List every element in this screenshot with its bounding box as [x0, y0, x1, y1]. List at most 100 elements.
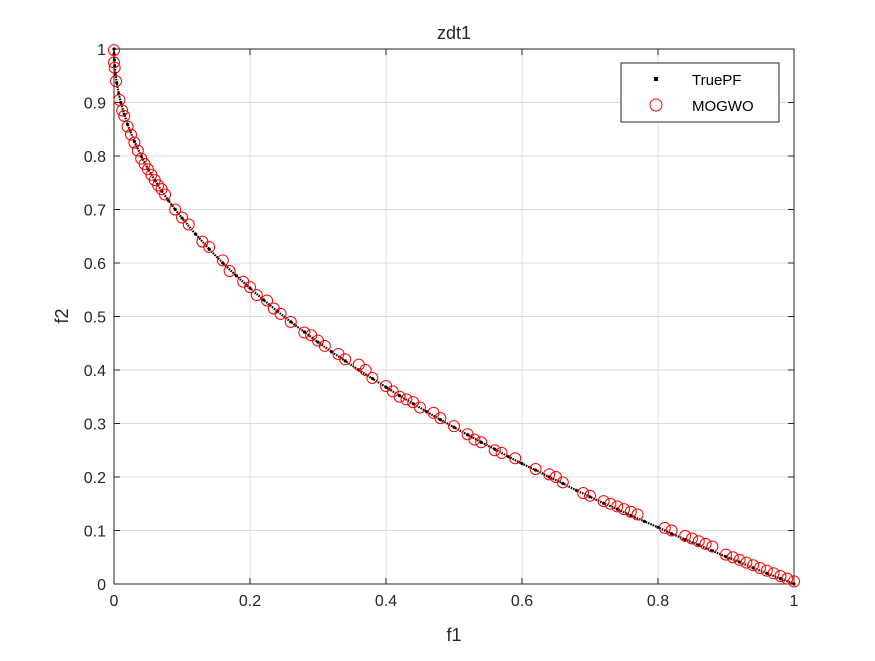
- mogwo-point: [203, 240, 216, 253]
- x-ticks: 0 0.2 0.4 0.6 0.8 1: [110, 49, 799, 610]
- mogwo-point: [577, 487, 590, 500]
- mogwo-point: [699, 537, 712, 550]
- x-tick-label: 0.2: [239, 593, 261, 610]
- x-tick-label: 0.4: [375, 593, 397, 610]
- mogwo-point: [223, 265, 236, 278]
- mogwo-point: [475, 436, 488, 449]
- mogwo-point: [250, 289, 263, 302]
- mogwo-point: [488, 444, 501, 457]
- mogwo-point: [781, 572, 794, 585]
- y-tick-label: 0.5: [84, 310, 106, 327]
- y-tick-label: 0.3: [84, 417, 106, 434]
- mogwo-point: [298, 326, 311, 339]
- y-tick-label: 0: [97, 577, 106, 594]
- mogwo-point: [767, 567, 780, 580]
- mogwo-point: [400, 393, 413, 406]
- mogwo-point: [788, 575, 800, 588]
- mogwo-point: [679, 529, 692, 542]
- mogwo-point: [733, 553, 746, 566]
- mogwo-point: [116, 104, 129, 117]
- mogwo-point: [584, 489, 596, 502]
- mogwo-point: [318, 339, 331, 352]
- mogwo-point: [108, 44, 120, 57]
- mogwo-point: [618, 503, 630, 516]
- mogwo-point: [393, 390, 406, 403]
- mogwo-point: [169, 203, 182, 216]
- mogwo-point: [128, 136, 141, 149]
- mogwo-point: [604, 497, 617, 510]
- y-tick-label: 0.1: [84, 524, 106, 541]
- y-tick-label: 1: [97, 42, 106, 59]
- x-tick-label: 0.6: [511, 593, 533, 610]
- y-tick-label: 0.6: [84, 256, 106, 273]
- mogwo-point: [658, 521, 671, 534]
- mogwo-point: [760, 564, 773, 577]
- mogwo-point: [665, 524, 678, 537]
- mogwo-point: [284, 315, 297, 328]
- mogwo-point: [495, 446, 508, 459]
- mogwo-point: [244, 281, 256, 294]
- mogwo-point: [556, 476, 569, 489]
- y-tick-label: 0.4: [84, 363, 106, 380]
- mogwo-point: [597, 495, 610, 508]
- mogwo-point: [216, 254, 229, 267]
- legend-marker-mogwo: [649, 98, 663, 112]
- chart-title: zdt1: [437, 23, 471, 43]
- mogwo-point: [686, 532, 698, 545]
- mogwo-point: [543, 468, 556, 481]
- series-mogwo: [108, 44, 800, 588]
- mogwo-point: [131, 144, 144, 157]
- mogwo-point: [125, 128, 137, 141]
- mogwo-point: [159, 188, 171, 201]
- y-axis-label: f2: [52, 308, 72, 323]
- mogwo-point: [108, 56, 120, 69]
- y-tick-label: 0.7: [84, 203, 106, 220]
- mogwo-point: [434, 412, 447, 425]
- mogwo-point: [118, 109, 131, 122]
- mogwo-point: [261, 294, 273, 307]
- mogwo-point: [339, 353, 352, 366]
- mogwo-point: [692, 535, 705, 548]
- mogwo-point: [529, 462, 542, 475]
- legend: TruePF MOGWO: [620, 62, 780, 123]
- series-truepf: [112, 47, 796, 586]
- mogwo-point: [182, 218, 195, 231]
- mogwo-point: [359, 364, 372, 376]
- y-tick-label: 0.2: [84, 470, 106, 487]
- mogwo-point: [631, 508, 644, 521]
- truepf-curve: [112, 48, 795, 586]
- mogwo-point: [121, 120, 134, 133]
- mogwo-point: [152, 179, 165, 192]
- y-tick-label: 0.9: [84, 96, 106, 113]
- mogwo-point: [448, 420, 460, 433]
- mogwo-point: [176, 211, 188, 224]
- mogwo-point: [747, 559, 760, 572]
- mogwo-point: [108, 61, 121, 74]
- mogwo-point: [366, 372, 379, 385]
- x-axis-label: f1: [446, 625, 461, 645]
- y-ticks: 0 0.1 0.2 0.3 0.4 0.5 0.6 0.7 0.8 0.9 1: [84, 42, 794, 594]
- mogwo-point: [706, 540, 719, 553]
- mogwo-point: [774, 569, 787, 582]
- legend-label-mogwo: MOGWO: [692, 98, 754, 115]
- mogwo-point: [110, 75, 123, 88]
- mogwo-point: [624, 505, 637, 518]
- mogwo-point: [754, 561, 766, 574]
- x-tick-label: 0.8: [647, 593, 669, 610]
- mogwo-point: [726, 551, 739, 564]
- y-tick-label: 0.8: [84, 149, 106, 166]
- mogwo-point: [414, 401, 426, 414]
- x-tick-label: 0: [110, 593, 119, 610]
- legend-label-truepf: TruePF: [692, 72, 741, 89]
- legend-marker-truepf: [654, 77, 658, 81]
- mogwo-point: [740, 556, 753, 569]
- legend-box: [620, 62, 780, 123]
- mogwo-point: [720, 548, 732, 561]
- mogwo-point: [468, 433, 481, 446]
- x-tick-label: 1: [790, 593, 799, 610]
- mogwo-point: [509, 452, 522, 465]
- mogwo-point: [274, 307, 287, 320]
- mogwo-point: [611, 500, 624, 513]
